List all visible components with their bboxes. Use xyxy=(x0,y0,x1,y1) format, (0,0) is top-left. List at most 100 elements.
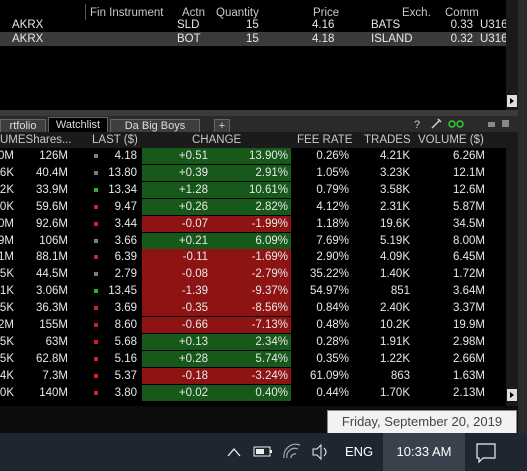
watchlist-cell: 0K xyxy=(0,386,14,399)
watchlist-cell: 62.8M xyxy=(36,352,68,365)
trade-cell: U31632 xyxy=(480,19,506,31)
column-header[interactable]: CHANGE xyxy=(192,134,242,146)
column-header[interactable]: VOLUME ($) xyxy=(418,134,484,146)
scroll-arrow[interactable] xyxy=(507,95,517,107)
taskbar: ENG 10:33 AM xyxy=(0,433,527,471)
watchlist-cell: 0K xyxy=(0,200,14,213)
tab[interactable]: + xyxy=(214,119,230,132)
column-header[interactable]: FEE RATE xyxy=(297,134,353,146)
watchlist-cell: 5.19K xyxy=(379,234,410,247)
watchlist-cell: 92.6M xyxy=(36,217,68,230)
watchlist-cell: 0.79% xyxy=(316,183,349,196)
trade-cell: 0.32 xyxy=(450,33,473,45)
change-cell-bg xyxy=(142,367,291,385)
watchlist-cell: 0M xyxy=(0,150,14,162)
change-cell-bg xyxy=(142,148,291,165)
clock[interactable]: 10:33 AM xyxy=(383,433,465,471)
tick-indicator xyxy=(94,339,98,344)
watchlist-cell: 2.40K xyxy=(379,302,410,315)
column-header[interactable]: LAST ($) xyxy=(92,134,138,146)
watchlist-cell: 126M xyxy=(39,150,68,162)
tick-indicator xyxy=(94,356,98,361)
watchlist-cell: -3.24% xyxy=(251,369,288,382)
change-cell-bg xyxy=(142,215,291,232)
watchlist-cell: 2.91% xyxy=(255,166,288,179)
column-header: Exch. xyxy=(402,7,431,19)
watchlist-cell: 1K xyxy=(0,285,14,298)
watchlist-cell: 2.90% xyxy=(316,251,349,264)
change-cell-bg xyxy=(142,333,291,351)
watchlist-cell: 3.69 xyxy=(114,302,137,315)
watchlist-cell: 2.34% xyxy=(255,335,288,348)
watchlist-cell: 6.26M xyxy=(453,150,485,162)
watchlist-cell: 12.6M xyxy=(453,183,485,196)
watchlist-cell: 3.23K xyxy=(379,166,410,179)
watchlist-cell: 0.26% xyxy=(316,150,349,162)
watchlist-cell: -7.13% xyxy=(251,319,288,331)
trade-cell: AKRX xyxy=(12,33,44,45)
watchlist-cell: 140M xyxy=(39,386,68,399)
watchlist-cell: 35.22% xyxy=(309,268,349,281)
watchlist-cell: -0.35 xyxy=(181,302,208,315)
tick-indicator xyxy=(94,255,98,260)
trade-cell: BOT xyxy=(177,33,201,45)
watchlist-cell: 10.61% xyxy=(248,183,288,196)
arrow-icon xyxy=(510,392,514,398)
watchlist-cell: -1.99% xyxy=(251,217,288,230)
column-header[interactable]: TRADES xyxy=(364,134,411,146)
watchlist-cell: 6K xyxy=(0,166,14,179)
watchlist-cell: 1.72M xyxy=(453,268,485,281)
watchlist-cell: 851 xyxy=(390,285,410,298)
watchlist-cell: 2.79 xyxy=(114,268,137,281)
watchlist-cell: 9.47 xyxy=(114,200,137,213)
language[interactable]: ENG xyxy=(345,444,374,459)
watchlist-cell: +0.13 xyxy=(178,335,208,348)
tab[interactable]: Da Big Boys xyxy=(110,119,200,132)
tab[interactable]: rtfolio xyxy=(0,119,46,132)
selected-row[interactable] xyxy=(0,32,506,46)
change-cell-bg xyxy=(142,266,291,283)
change-cell-bg xyxy=(142,164,291,182)
change-cell-bg xyxy=(142,181,291,199)
watchlist-cell: 5.74% xyxy=(255,352,288,365)
watchlist-cell: 13.45 xyxy=(108,285,137,298)
tick-indicator xyxy=(94,373,98,378)
watchlist-cell: 2.98M xyxy=(453,335,485,348)
watchlist-cell: 1.91K xyxy=(379,335,410,348)
watchlist-cell: 10.2K xyxy=(379,319,410,331)
scrollbar[interactable] xyxy=(506,132,518,406)
scrollbar[interactable] xyxy=(506,0,518,110)
toolbar-icons[interactable]: ? xyxy=(412,116,512,135)
watchlist-cell: 5.37 xyxy=(114,369,137,382)
change-cell-bg xyxy=(142,317,291,334)
watchlist-cell: 1.40K xyxy=(379,268,410,281)
scroll-arrow[interactable] xyxy=(507,389,517,401)
watchlist-cell: 863 xyxy=(390,369,410,382)
watchlist-cell: 9M xyxy=(0,234,14,247)
watchlist-cell: 5.16 xyxy=(114,352,137,365)
watchlist-cell: 0.48% xyxy=(316,319,349,331)
column-header[interactable]: UMEShares... xyxy=(0,134,72,146)
watchlist-cell: +0.39 xyxy=(178,166,208,179)
watchlist-cell: 33.9M xyxy=(36,183,68,196)
watchlist-cell: 63M xyxy=(45,335,68,348)
watchlist-cell: -9.37% xyxy=(251,285,288,298)
notification-icon[interactable] xyxy=(474,433,498,471)
tick-indicator xyxy=(94,272,98,277)
tick-indicator xyxy=(94,187,98,192)
watchlist-cell: 88.1M xyxy=(36,251,68,264)
watchlist-cell: 59.6M xyxy=(36,200,68,213)
watchlist-cell: 0.44% xyxy=(316,386,349,399)
change-cell-bg xyxy=(142,232,291,249)
tray-icons[interactable] xyxy=(220,433,340,471)
trade-cell: SLD xyxy=(177,19,200,31)
watchlist-cell: 4.12% xyxy=(316,200,349,213)
watchlist-cell: 8.00M xyxy=(453,234,485,247)
trade-cell: 0.33 xyxy=(450,19,473,31)
watchlist-cell: 5.87M xyxy=(453,200,485,213)
tab[interactable]: Watchlist xyxy=(48,117,108,133)
column-header: Comm xyxy=(445,7,479,19)
watchlist-cell: 19.9M xyxy=(453,319,485,331)
watchlist-cell: 5K xyxy=(0,335,14,348)
